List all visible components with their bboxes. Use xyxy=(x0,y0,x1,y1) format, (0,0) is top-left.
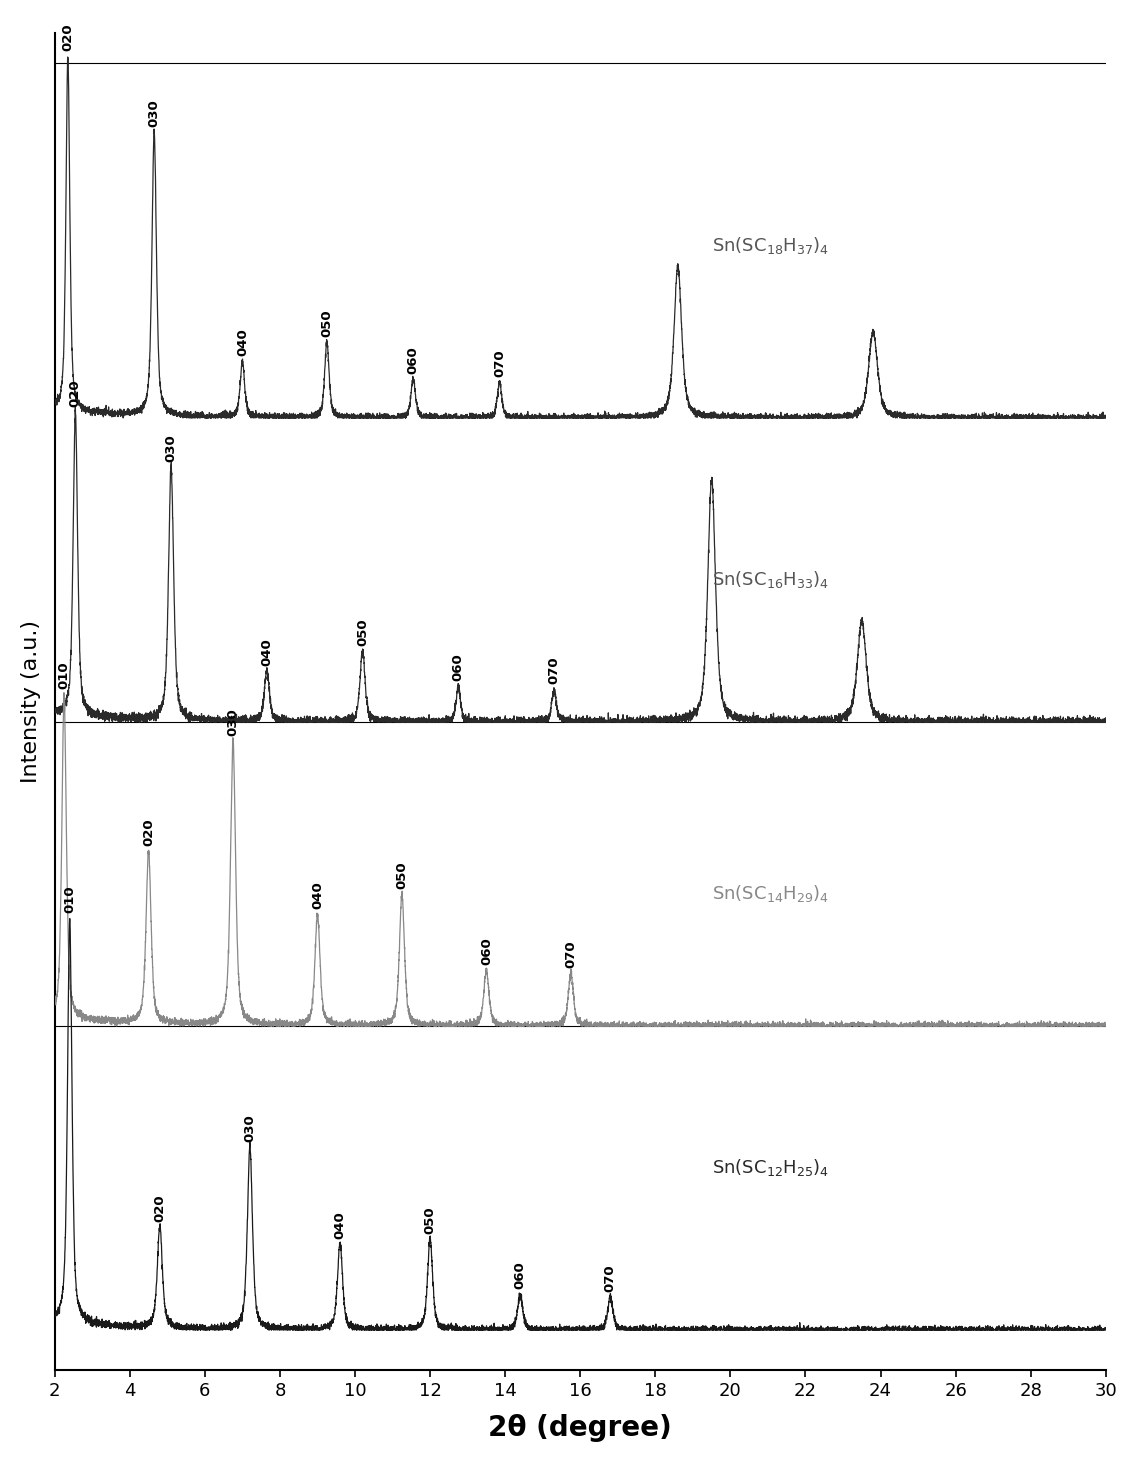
Text: 020: 020 xyxy=(154,1194,166,1222)
Text: 030: 030 xyxy=(226,708,239,736)
Text: 060: 060 xyxy=(452,654,464,682)
Text: 040: 040 xyxy=(333,1211,346,1239)
X-axis label: 2θ (degree): 2θ (degree) xyxy=(488,1415,673,1443)
Text: 010: 010 xyxy=(64,885,76,913)
Text: 050: 050 xyxy=(356,619,369,645)
Text: 020: 020 xyxy=(142,819,155,846)
Text: 030: 030 xyxy=(244,1115,256,1141)
Text: 070: 070 xyxy=(547,657,561,685)
Text: 010: 010 xyxy=(58,661,71,689)
Text: 050: 050 xyxy=(321,309,333,336)
Text: 050: 050 xyxy=(395,862,409,890)
Text: 020: 020 xyxy=(61,23,74,51)
Text: 060: 060 xyxy=(513,1261,527,1289)
Text: 050: 050 xyxy=(423,1206,437,1233)
Text: 070: 070 xyxy=(493,350,506,377)
Text: 040: 040 xyxy=(236,329,249,357)
Text: 070: 070 xyxy=(604,1265,617,1292)
Text: 040: 040 xyxy=(261,638,273,666)
Text: 060: 060 xyxy=(406,347,420,375)
Text: 060: 060 xyxy=(480,938,493,966)
Text: Sn(SC$_{12}$H$_{25}$)$_4$: Sn(SC$_{12}$H$_{25}$)$_4$ xyxy=(711,1157,828,1178)
Text: 030: 030 xyxy=(148,99,160,127)
Text: Sn(SC$_{16}$H$_{33}$)$_4$: Sn(SC$_{16}$H$_{33}$)$_4$ xyxy=(711,569,828,590)
Text: Sn(SC$_{14}$H$_{29}$)$_4$: Sn(SC$_{14}$H$_{29}$)$_4$ xyxy=(711,884,828,904)
Text: Sn(SC$_{18}$H$_{37}$)$_4$: Sn(SC$_{18}$H$_{37}$)$_4$ xyxy=(711,234,828,256)
Y-axis label: Intensity (a.u.): Intensity (a.u.) xyxy=(20,620,41,783)
Text: 070: 070 xyxy=(564,941,577,969)
Text: 020: 020 xyxy=(69,379,82,407)
Text: 040: 040 xyxy=(311,881,324,909)
Text: 030: 030 xyxy=(165,435,178,462)
